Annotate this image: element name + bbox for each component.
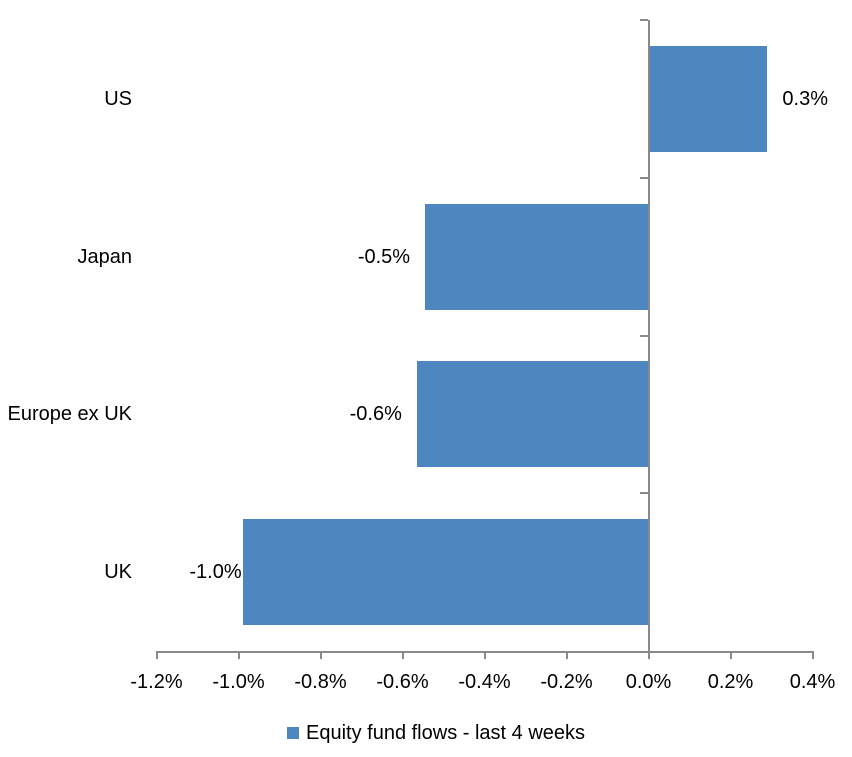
y-axis-line [647,20,650,659]
x-tick-label--1-0-: -1.0% [212,671,265,693]
x-tick-label-0-2-: 0.2% [707,671,754,693]
legend-label: Equity fund flows - last 4 weeks [306,722,586,744]
x-axis-tick [647,651,650,659]
category-label-us: US [104,87,132,110]
x-tick-label--0-4-: -0.4% [458,671,511,693]
category-label-europe-ex-uk: Europe ex UK [7,403,132,426]
data-label-japan: -0.5% [357,245,411,268]
bar-uk [242,519,649,626]
x-tick-label--0-8-: -0.8% [294,671,347,693]
bar-us [648,45,768,152]
y-axis-tick [639,492,648,495]
x-tick-label--1-2-: -1.2% [130,671,183,693]
x-axis-tick [319,651,322,659]
x-axis-tick [237,651,240,659]
y-axis-tick [639,19,648,21]
data-label-us: 0.3% [782,87,828,110]
x-tick-label--0-6-: -0.6% [376,671,429,693]
x-axis-tick [401,651,404,659]
y-axis-tick [639,176,648,179]
legend-marker [287,727,299,739]
data-label-europe-ex-uk: -0.6% [349,403,402,426]
x-axis-tick [155,651,158,659]
x-axis-tick [729,651,732,659]
bar-japan [425,203,649,310]
category-label-japan: Japan [77,245,133,268]
x-axis-tick [483,651,486,659]
x-tick-label--0-2-: -0.2% [540,671,593,693]
data-label-uk: -1.0% [189,561,242,584]
x-axis-tick [565,651,568,659]
x-tick-label-0-0-: 0.0% [625,671,672,693]
y-axis-tick [639,334,648,337]
bar-europe-ex-uk [416,361,649,468]
x-tick-label-0-4-: 0.4% [789,671,836,693]
x-axis-tick [811,651,814,659]
category-label-uk: UK [104,561,132,584]
